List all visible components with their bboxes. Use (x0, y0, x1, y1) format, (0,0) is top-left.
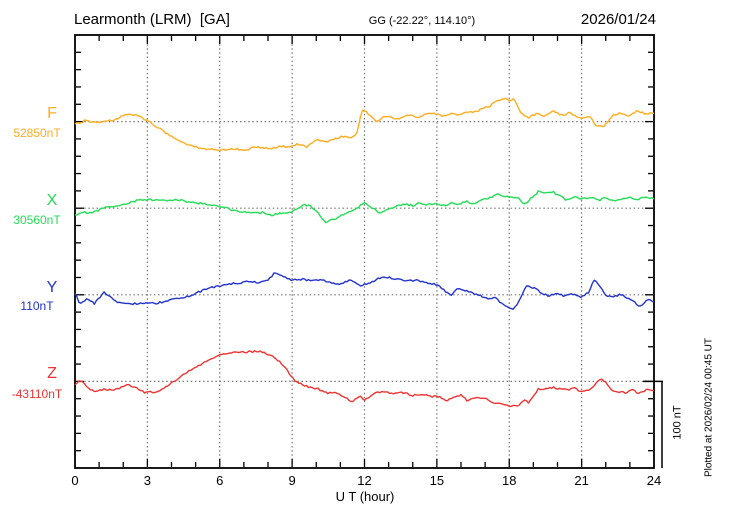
scale-bar-label: 100 nT (671, 405, 684, 440)
trace-y (74, 272, 655, 310)
trace-label-z: Z (47, 365, 57, 382)
x-tick-label: 15 (429, 473, 445, 488)
trace-label-x: X (46, 192, 58, 209)
trace-baseline-value-f: 52850nT (13, 126, 61, 140)
x-tick-label: 6 (216, 473, 224, 488)
trace-label-f: F (47, 105, 57, 122)
x-tick-label: 18 (502, 473, 517, 488)
x-tick-label: 12 (357, 473, 372, 488)
trace-x (75, 190, 655, 224)
trace-baseline-value-y: 110nT (20, 299, 54, 313)
x-tick-label: 9 (288, 473, 296, 488)
observation-date: 2026/01/24 (580, 11, 656, 28)
x-tick-label: 0 (71, 473, 79, 488)
x-tick-label: 3 (143, 473, 151, 488)
plot-frame (74, 34, 655, 469)
plotted-at-watermark: Plotted at 2026/02/24 00:45 UT (703, 338, 715, 477)
trace-z (74, 350, 654, 408)
geographic-coordinates: GG (-22.22°, 114.10°) (368, 15, 476, 27)
x-axis-label: U T (hour) (335, 489, 395, 504)
trace-f (74, 97, 655, 152)
station-title: Learmonth (LRM) [GA] (74, 11, 230, 28)
trace-baseline-value-x: 30560nT (13, 213, 61, 227)
trace-baseline-value-z: -43110nT (11, 387, 63, 401)
x-tick-label: 21 (574, 473, 589, 488)
x-tick-label: 24 (646, 473, 662, 488)
trace-label-y: Y (46, 279, 58, 296)
